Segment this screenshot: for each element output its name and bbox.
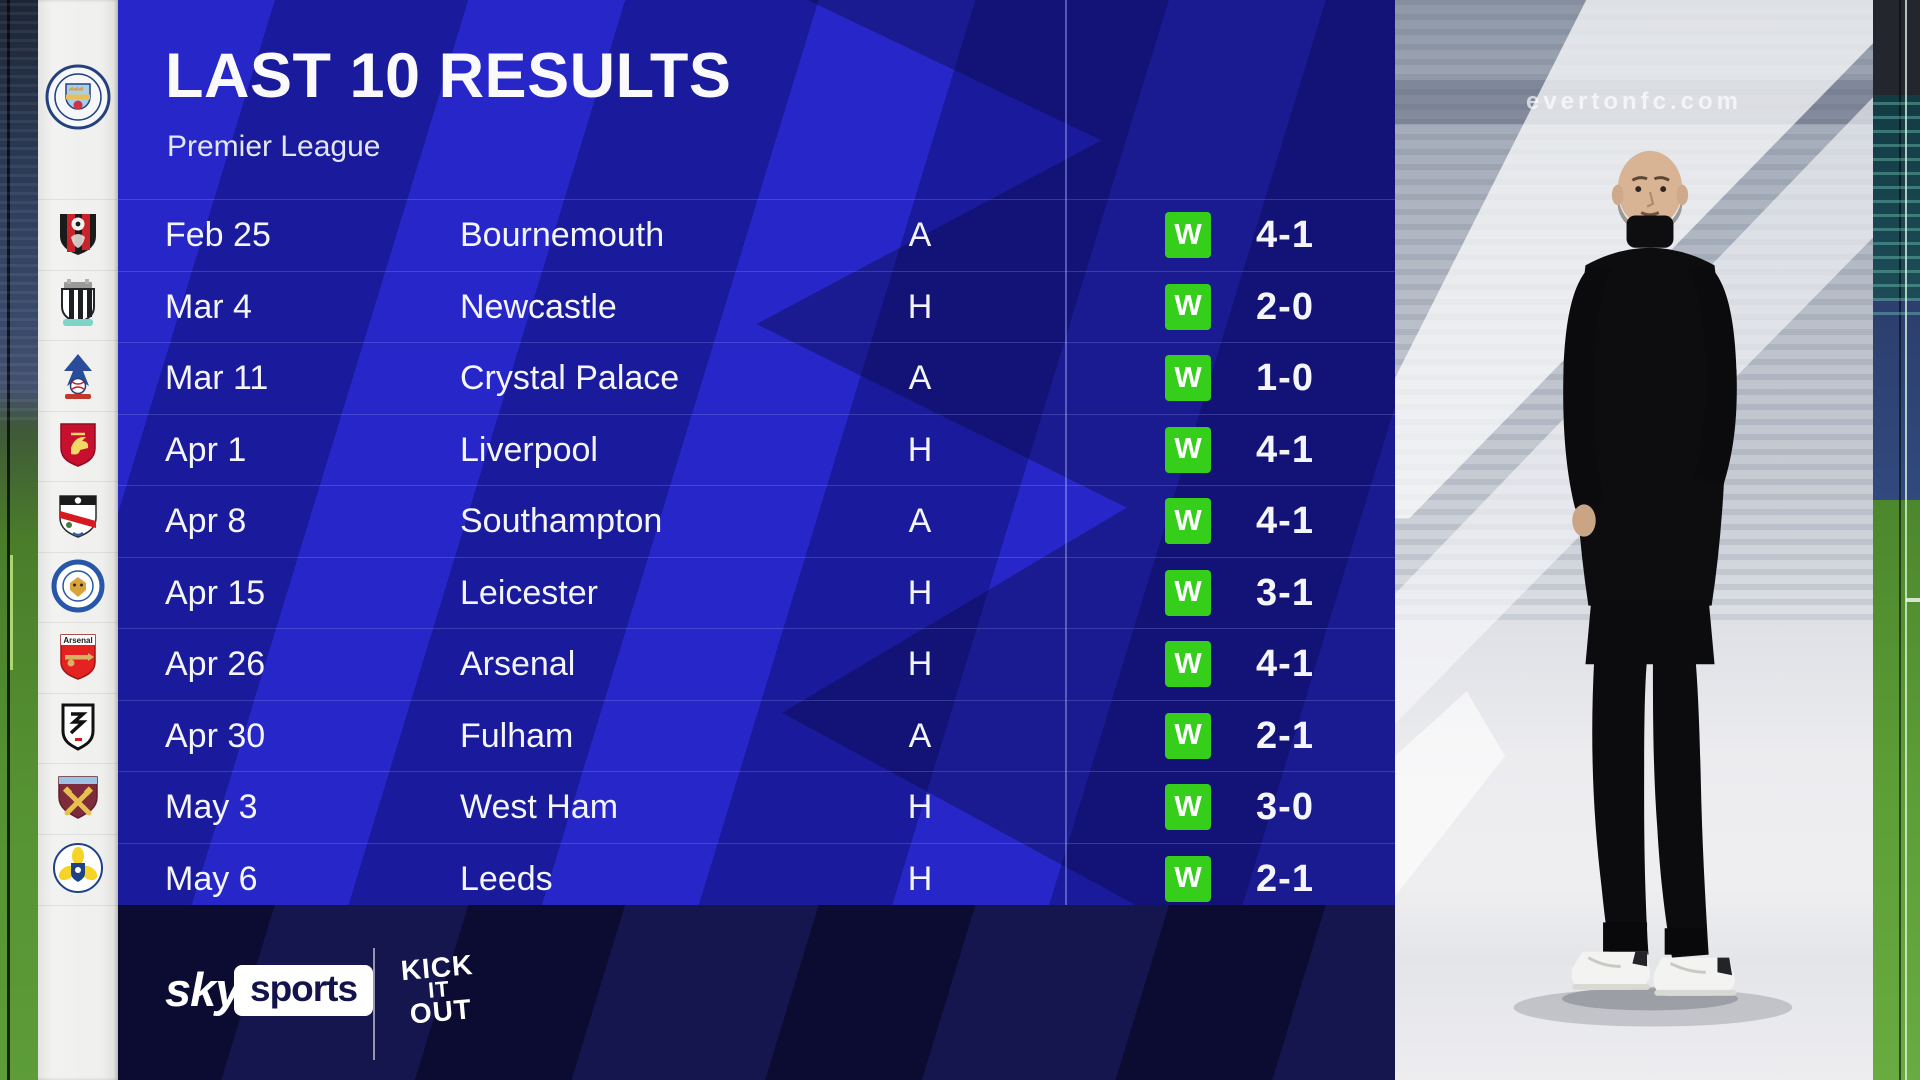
opponent-cell: Leicester: [460, 573, 598, 612]
west-ham-crest-icon: [58, 776, 98, 819]
score-cell: 2-1: [1256, 857, 1314, 900]
opponent-cell: Fulham: [460, 716, 574, 755]
pitch-line: [1906, 598, 1920, 602]
result-row: Feb 25 Bournemouth A W 4-1: [118, 199, 1395, 271]
win-badge: W: [1165, 355, 1211, 401]
results-table: Feb 25 Bournemouth A W 4-1 Mar 4 Newcast…: [118, 199, 1395, 915]
date-cell: Apr 30: [165, 716, 266, 755]
win-badge: W: [1165, 212, 1211, 258]
score-cell: 1-0: [1256, 357, 1314, 399]
page-title: LAST 10 RESULTS: [165, 41, 732, 111]
opponent-cell: Crystal Palace: [460, 359, 680, 397]
result-row: Mar 4 Newcastle H W 2-0: [118, 270, 1395, 343]
footer-band: sky sports KICK IT OUT: [118, 905, 1395, 1080]
club-crest-rail: Arsenal: [38, 0, 118, 1080]
venue-cell: H: [907, 430, 933, 469]
result-row: Apr 1 Liverpool H W 4-1: [118, 413, 1395, 486]
panel-header: LAST 10 RESULTS Premier League: [118, 0, 1395, 199]
kick-it-out-logo: KICK IT OUT: [399, 948, 475, 1030]
score-column-divider: [1065, 0, 1067, 905]
venue-cell: H: [907, 645, 933, 683]
crystal-palace-crest-icon: [64, 354, 92, 399]
date-cell: Apr 26: [165, 645, 266, 683]
date-cell: May 6: [165, 859, 258, 898]
leicester-crest-icon: [51, 559, 105, 613]
result-row: Apr 15 Leicester H W 3-1: [118, 556, 1395, 629]
date-cell: Apr 15: [165, 573, 266, 612]
venue-cell: H: [907, 859, 933, 898]
liverpool-crest-icon: [60, 423, 96, 467]
results-panel: LAST 10 RESULTS Premier League Feb 25 Bo…: [118, 0, 1395, 1080]
svg-text:Arsenal: Arsenal: [63, 636, 92, 645]
date-cell: Mar 11: [165, 359, 269, 397]
result-row: May 6 Leeds H W 2-1: [118, 842, 1395, 915]
score-cell: 4-1: [1256, 214, 1314, 256]
right-video-strip: [1873, 0, 1920, 1080]
win-badge: W: [1165, 855, 1211, 902]
score-cell: 4-1: [1256, 643, 1314, 685]
logo-separator: [373, 948, 375, 1060]
score-cell: 4-1: [1256, 428, 1314, 471]
opponent-cell: Leeds: [460, 859, 553, 898]
date-cell: Apr 8: [165, 502, 247, 540]
date-cell: Apr 1: [165, 430, 247, 469]
venue-cell: H: [907, 788, 933, 826]
arsenal-crest-icon: Arsenal: [60, 634, 96, 680]
left-video-strip: [0, 0, 38, 1080]
win-badge: W: [1165, 712, 1211, 759]
opponent-cell: Bournemouth: [460, 216, 665, 254]
score-cell: 3-0: [1256, 786, 1314, 828]
venue-cell: A: [908, 716, 932, 755]
score-cell: 2-1: [1256, 714, 1314, 757]
fulham-crest-icon: [61, 703, 95, 751]
pitch-line: [10, 555, 13, 670]
win-badge: W: [1165, 641, 1211, 687]
win-badge: W: [1165, 498, 1211, 544]
score-cell: 2-0: [1256, 285, 1314, 328]
win-badge: W: [1165, 784, 1211, 830]
manager-photo-panel: evertonfc.com: [1395, 0, 1873, 1080]
sky-wordmark: sky: [165, 963, 241, 1016]
score-cell: 4-1: [1256, 500, 1314, 542]
newcastle-crest-icon: [61, 279, 95, 326]
opponent-cell: West Ham: [460, 788, 619, 826]
venue-cell: A: [908, 502, 932, 540]
date-cell: Feb 25: [165, 216, 271, 254]
manchester-city-crest-icon: [45, 64, 111, 130]
page-subtitle: Premier League: [167, 130, 381, 163]
result-row: Mar 11 Crystal Palace A W 1-0: [118, 342, 1395, 414]
scoreboard-glow: [1873, 95, 1920, 315]
venue-cell: A: [908, 216, 932, 254]
date-cell: May 3: [165, 788, 258, 826]
result-row: Apr 8 Southampton A W 4-1: [118, 485, 1395, 557]
venue-cell: H: [907, 573, 933, 612]
pep-guardiola-figure: [1513, 150, 1793, 1027]
date-cell: Mar 4: [165, 287, 252, 326]
result-row: Apr 30 Fulham A W 2-1: [118, 699, 1395, 772]
win-badge: W: [1165, 569, 1211, 616]
result-row: May 3 West Ham H W 3-0: [118, 771, 1395, 843]
southampton-crest-icon: [59, 495, 97, 538]
result-row: Apr 26 Arsenal H W 4-1: [118, 628, 1395, 700]
opponent-cell: Liverpool: [460, 430, 598, 469]
leeds-crest-icon: [53, 843, 103, 893]
opponent-cell: Newcastle: [460, 287, 617, 326]
sports-wordmark: sports: [234, 965, 374, 1016]
opponent-cell: Arsenal: [460, 645, 576, 683]
venue-cell: A: [908, 359, 932, 397]
opponent-cell: Southampton: [460, 502, 663, 540]
win-badge: W: [1165, 283, 1211, 330]
bournemouth-crest-icon: [60, 214, 96, 255]
win-badge: W: [1165, 426, 1211, 473]
score-cell: 3-1: [1256, 571, 1314, 614]
venue-cell: H: [907, 287, 933, 326]
